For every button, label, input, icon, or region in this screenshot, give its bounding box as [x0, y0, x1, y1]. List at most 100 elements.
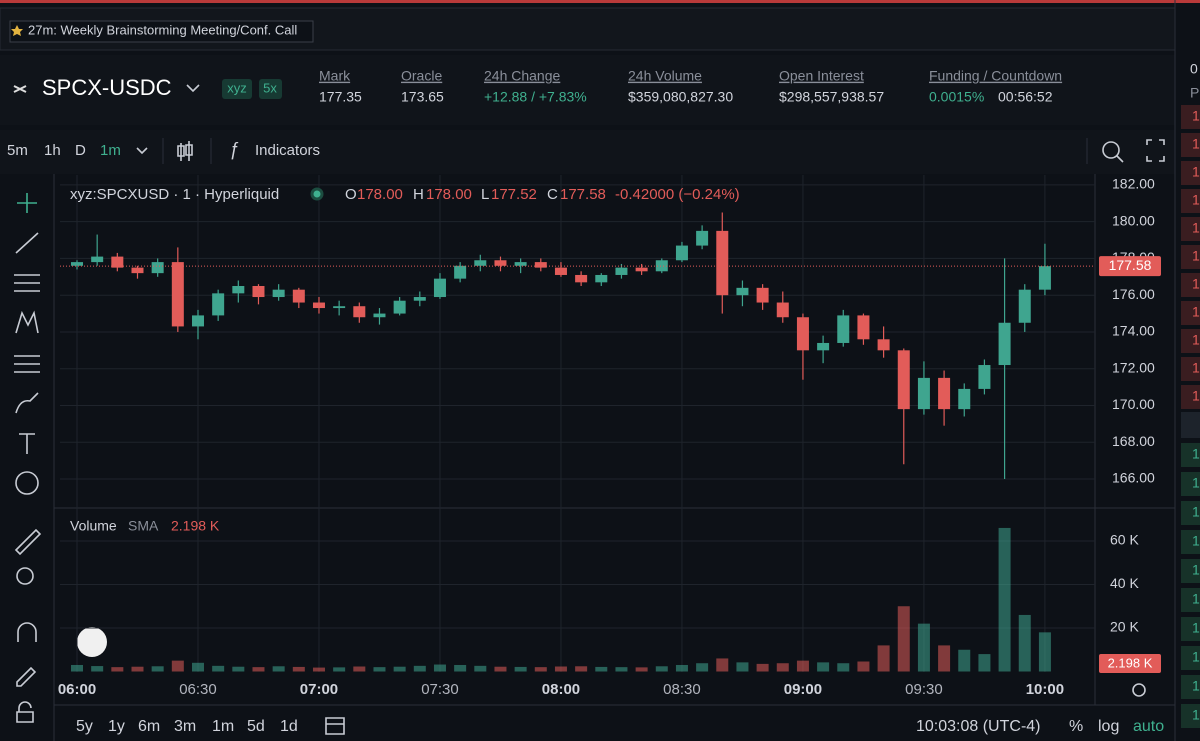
- candle-body: [857, 315, 870, 340]
- chevron[interactable]: [186, 84, 200, 93]
- candle-body: [938, 377, 951, 410]
- zoom-icon[interactable]: [1102, 141, 1120, 159]
- candle-body: [494, 260, 507, 266]
- candle-body: [292, 289, 305, 303]
- crosshair-tool[interactable]: [17, 193, 37, 213]
- ob-row-bg: [1181, 161, 1200, 185]
- magnet-tool[interactable]: [17, 622, 37, 642]
- candle-body: [534, 262, 547, 268]
- range-button[interactable]: 1d: [280, 718, 298, 735]
- fib-tool[interactable]: [14, 274, 40, 292]
- y-tick-label: 170.00: [1112, 396, 1155, 412]
- interval[interactable]: 5m: [7, 142, 28, 159]
- y-tick-label: 176.00: [1112, 286, 1155, 302]
- scale-button[interactable]: %: [1069, 718, 1083, 735]
- volume-bar: [655, 666, 668, 672]
- ruler-tool[interactable]: [14, 528, 42, 556]
- fullscreen-icon[interactable]: [1116, 139, 1165, 163]
- stat-label: Funding / Countdown: [929, 68, 1062, 84]
- volume-bar: [454, 664, 467, 672]
- zoom-tool[interactable]: [16, 567, 34, 585]
- volume-bar: [796, 660, 809, 672]
- ob-sell: 1: [1192, 108, 1200, 124]
- trend-tool[interactable]: [15, 232, 39, 254]
- y-tick-label: 168.00: [1112, 433, 1155, 449]
- notification-text: 27m: Weekly Brainstorming Meeting/Conf. …: [28, 22, 297, 37]
- ob-buy: 1: [1192, 533, 1200, 549]
- candle-body: [393, 300, 406, 314]
- forecast-tool[interactable]: [14, 355, 40, 373]
- volume-bar: [111, 667, 124, 672]
- x-tick-label: 06:30: [179, 681, 217, 698]
- volume-bar: [595, 666, 608, 672]
- candle-body: [252, 286, 265, 298]
- range-button[interactable]: 6m: [138, 718, 160, 735]
- x-tick-label: 07:30: [421, 681, 459, 698]
- scale-button[interactable]: auto: [1133, 718, 1164, 735]
- ohlc-legend: L: [481, 186, 489, 203]
- star-icon: [11, 25, 23, 36]
- volume-bar: [877, 645, 890, 672]
- stat-value: $298,557,938.57: [779, 89, 884, 105]
- ohlc-legend: C: [547, 186, 558, 203]
- range-button[interactable]: 5d: [247, 718, 265, 735]
- range-button[interactable]: 3m: [174, 718, 196, 735]
- ob-buy: 1: [1192, 446, 1200, 462]
- interval[interactable]: 1h: [44, 142, 61, 159]
- top-accent: [0, 0, 1200, 3]
- brush-tool[interactable]: [15, 392, 39, 414]
- ob-row-bg: [1181, 189, 1200, 213]
- goto-date-icon[interactable]: [325, 717, 345, 735]
- volume-bar: [474, 665, 487, 672]
- ob-row-bg: [1181, 501, 1200, 525]
- ohlc-legend: 178.00: [357, 186, 403, 203]
- candle-body: [635, 267, 648, 272]
- chart-type-icon[interactable]: [177, 141, 193, 161]
- range-button[interactable]: 1m: [212, 718, 234, 735]
- sma-value: 2.198 K: [171, 518, 220, 534]
- fx-icon[interactable]: ƒ: [229, 139, 239, 159]
- volume-bar: [917, 623, 930, 672]
- x-tick-label: 09:00: [784, 681, 822, 698]
- ob-sell: 1: [1192, 220, 1200, 236]
- candle-body: [655, 260, 668, 272]
- lock-draw-tool[interactable]: [16, 666, 37, 687]
- interval-active[interactable]: 1m: [100, 142, 121, 159]
- text-tool[interactable]: [19, 433, 35, 454]
- ob-row-bg: [1181, 588, 1200, 612]
- ob-row-bg: [1181, 443, 1200, 467]
- candle-body: [716, 230, 729, 296]
- symbol[interactable]: SPCX-USDC: [42, 75, 172, 100]
- stat-value: 0.0015%: [929, 89, 984, 105]
- ob-row-bg: [1181, 704, 1200, 728]
- volume-bar: [1038, 632, 1051, 672]
- notification-box[interactable]: [9, 20, 314, 43]
- stat-value: $359,080,827.30: [628, 89, 733, 105]
- chart: [60, 175, 1095, 672]
- y-tick-label: 172.00: [1112, 359, 1155, 375]
- range-button[interactable]: 5y: [76, 718, 93, 735]
- volume-bar: [575, 666, 588, 672]
- candle-body: [91, 256, 104, 263]
- volume-bar: [756, 663, 769, 672]
- tag-bg: [259, 79, 282, 99]
- range-button[interactable]: 1y: [108, 718, 125, 735]
- scale-button[interactable]: log: [1098, 718, 1119, 735]
- volume-bar: [71, 664, 83, 672]
- tv-logo[interactable]: [77, 627, 107, 657]
- y-tick-label: 182.00: [1112, 176, 1155, 192]
- pattern-tool[interactable]: [15, 310, 39, 334]
- settings-icon[interactable]: [1132, 683, 1146, 697]
- status-dot: [310, 187, 324, 201]
- interval-chevron[interactable]: [136, 147, 148, 155]
- volume-bar: [1018, 614, 1031, 672]
- ohlc-legend: H: [413, 186, 424, 203]
- lock-tool[interactable]: [16, 701, 34, 723]
- stat-label: Mark: [319, 68, 351, 84]
- ob-header: P: [1190, 85, 1199, 101]
- indicators-button[interactable]: Indicators: [255, 142, 320, 159]
- interval[interactable]: D: [75, 142, 86, 159]
- volume-tick-label: 20 K: [1110, 619, 1139, 635]
- emoji-tool[interactable]: [15, 471, 39, 495]
